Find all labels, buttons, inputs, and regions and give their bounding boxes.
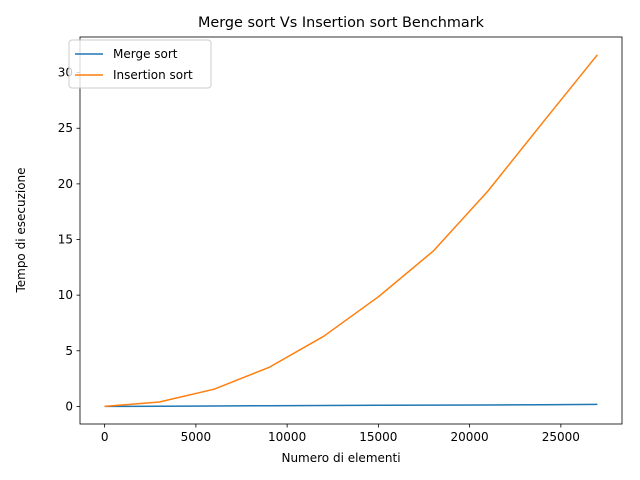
x-tick-label: 0	[101, 430, 109, 444]
plot-area	[79, 36, 623, 425]
y-tick-label: 10	[58, 288, 73, 302]
plot-frame	[79, 36, 623, 425]
y-tick-label: 25	[58, 121, 73, 135]
legend-box	[68, 39, 212, 89]
legend: Merge sort Insertion sort	[68, 39, 212, 89]
chart-title: Merge sort Vs Insertion sort Benchmark	[198, 15, 485, 31]
x-axis-label: Numero di elementi	[281, 451, 400, 465]
series-line-insertion-sort	[104, 54, 598, 408]
y-tick-label: 0	[65, 399, 73, 413]
y-axis-label: Tempo di esecuzione	[14, 167, 28, 293]
x-tick-label: 25000	[542, 430, 580, 444]
x-axis: 0 5000 10000 15000 20000 25000	[101, 424, 580, 444]
x-tick-label: 15000	[359, 430, 397, 444]
x-tick-label: 5000	[181, 430, 212, 444]
series-group	[104, 54, 598, 408]
y-tick-label: 15	[58, 233, 73, 247]
y-tick-label: 5	[65, 344, 73, 358]
legend-label-insertion-sort: Insertion sort	[113, 68, 193, 82]
y-tick-label: 20	[58, 177, 73, 191]
legend-label-merge-sort: Merge sort	[113, 47, 178, 61]
x-tick-label: 10000	[268, 430, 306, 444]
series-line-merge-sort	[104, 403, 598, 408]
x-tick-label: 20000	[451, 430, 489, 444]
